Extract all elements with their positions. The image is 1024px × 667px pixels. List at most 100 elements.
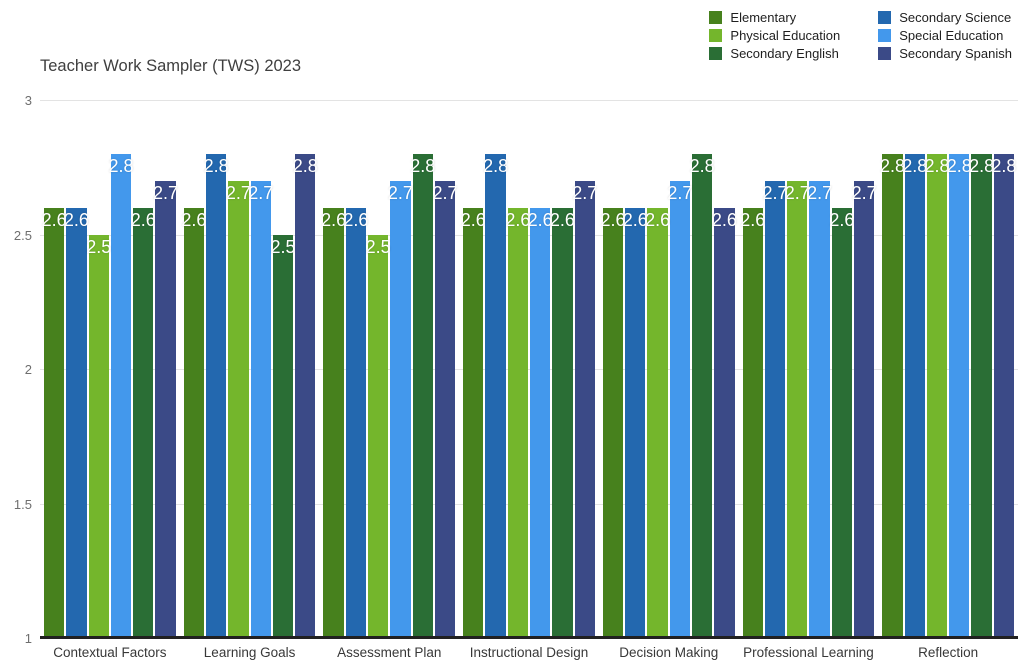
bar-value-label: 2.7 [225,182,251,203]
bar-elementary[interactable]: 2.6 [42,207,67,638]
bar-secondary-english[interactable]: 2.6 [829,207,854,638]
x-axis-labels: Contextual Factors Learning Goals Assessme… [40,645,1018,660]
legend-label: Secondary English [730,46,839,61]
bar-group-learning-goals: 2.6 2.8 2.7 2.7 2.5 2.8 [180,100,320,638]
bar-value-label: 2.7 [153,182,179,203]
y-axis-tick-label: 1 [24,631,32,646]
bar-value-label: 2.6 [600,209,626,230]
legend-label: Secondary Science [899,10,1012,25]
bar-secondary-science[interactable]: 2.6 [343,207,368,638]
bar-secondary-spanish[interactable]: 2.7 [572,180,598,638]
legend-item-secondary-science[interactable]: Secondary Science [878,10,1012,25]
bar-secondary-english[interactable]: 2.8 [690,153,715,638]
legend-label: Physical Education [730,28,841,43]
bar-secondary-science[interactable]: 2.6 [622,207,648,638]
bar-value-label: 2.6 [622,209,648,230]
bar-physical-education[interactable]: 2.6 [645,207,671,638]
bar-physical-education[interactable]: 2.5 [365,234,391,638]
x-axis-category-label: Contextual Factors [53,645,167,660]
legend-swatch-icon [878,29,892,42]
bar-value-label: 2.8 [879,155,905,176]
bar-value-label: 2.5 [365,236,391,257]
bar-secondary-science[interactable]: 2.6 [64,207,89,638]
chart-legend: Elementary Secondary Science Physical Educ… [709,10,1012,61]
plot-area: 2.6 2.6 2.5 2.8 2.6 2.7 2.6 2.8 2.7 2.7 2.5 2.8 2.6 2… [40,100,1018,638]
bar-value-label: 2.8 [924,155,950,176]
bar-elementary[interactable]: 2.6 [321,207,346,638]
bar-physical-education[interactable]: 2.6 [505,207,530,638]
bar-value-label: 2.8 [991,155,1017,176]
bar-special-education[interactable]: 2.6 [527,207,553,638]
bar-special-education[interactable]: 2.8 [108,153,134,638]
bar-value-label: 2.7 [851,182,877,203]
legend-item-secondary-spanish[interactable]: Secondary Spanish [878,46,1012,61]
chart-title: Teacher Work Sampler (TWS) 2023 [40,57,302,75]
y-axis-tick-label: 2.5 [13,227,32,243]
bar-value-label: 2.7 [784,182,810,203]
legend-item-elementary[interactable]: Elementary [709,10,840,25]
bar-secondary-science[interactable]: 2.8 [203,153,229,638]
bar-secondary-english[interactable]: 2.6 [131,207,156,638]
bar-special-education[interactable]: 2.7 [807,180,832,638]
bar-special-education[interactable]: 2.7 [667,180,693,638]
legend-swatch-icon [709,11,723,24]
legend-item-secondary-english[interactable]: Secondary English [709,46,840,61]
bar-value-label: 2.8 [292,155,318,176]
legend-label: Special Education [899,28,1004,43]
bar-secondary-spanish[interactable]: 2.6 [711,207,737,638]
bar-secondary-spanish[interactable]: 2.7 [432,180,458,638]
bar-secondary-spanish[interactable]: 2.7 [153,180,179,638]
bar-physical-education[interactable]: 2.5 [86,234,111,638]
bar-secondary-science[interactable]: 2.7 [762,180,788,638]
legend-swatch-icon [878,47,892,60]
bar-elementary[interactable]: 2.6 [460,207,486,638]
bar-secondary-spanish[interactable]: 2.8 [991,153,1017,638]
bar-physical-education[interactable]: 2.8 [924,153,950,638]
bar-value-label: 2.6 [527,209,553,230]
bar-value-label: 2.8 [203,155,229,176]
bar-secondary-science[interactable]: 2.8 [902,153,928,638]
bar-value-label: 2.8 [969,155,995,176]
x-axis-line [40,636,1018,639]
gridline [40,100,1018,101]
bar-physical-education[interactable]: 2.7 [784,180,810,638]
bars-container: 2.6 2.6 2.5 2.8 2.6 2.7 2.6 2.8 2.7 2.7 2.5 2.8 2.6 2… [40,100,1018,638]
bar-value-label: 2.5 [270,236,296,257]
bar-elementary[interactable]: 2.6 [181,207,206,638]
bar-value-label: 2.7 [248,182,274,203]
bar-secondary-english[interactable]: 2.8 [969,153,995,638]
bar-special-education[interactable]: 2.8 [946,153,972,638]
bar-value-label: 2.8 [902,155,928,176]
bar-value-label: 2.7 [762,182,788,203]
bar-value-label: 2.6 [711,209,737,230]
bar-special-education[interactable]: 2.7 [387,180,413,638]
bar-secondary-science[interactable]: 2.8 [483,153,509,638]
bar-secondary-spanish[interactable]: 2.7 [851,180,877,638]
bar-value-label: 2.6 [460,209,486,230]
bar-value-label: 2.7 [387,182,413,203]
bar-secondary-english[interactable]: 2.5 [270,234,296,638]
bar-elementary[interactable]: 2.6 [740,207,765,638]
gridline [40,503,1018,505]
x-axis-category-label: Reflection [918,645,979,660]
bar-elementary[interactable]: 2.8 [879,153,905,638]
bar-value-label: 2.7 [667,182,693,203]
bar-group-reflection: 2.8 2.8 2.8 2.8 2.8 2.8 [878,100,1018,638]
bar-value-label: 2.8 [946,155,972,176]
bar-elementary[interactable]: 2.6 [600,207,626,638]
bar-secondary-english[interactable]: 2.6 [549,207,575,638]
legend-item-physical-education[interactable]: Physical Education [709,28,840,43]
legend-item-special-education[interactable]: Special Education [878,28,1012,43]
bar-value-label: 2.6 [645,209,671,230]
bar-physical-education[interactable]: 2.7 [225,180,251,638]
bar-special-education[interactable]: 2.7 [248,180,274,638]
bar-secondary-english[interactable]: 2.8 [410,153,435,638]
bar-value-label: 2.8 [483,155,509,176]
bar-value-label: 2.7 [572,182,598,203]
bar-value-label: 2.8 [108,155,134,176]
legend-label: Secondary Spanish [899,46,1012,61]
legend-swatch-icon [709,29,723,42]
bar-secondary-spanish[interactable]: 2.8 [292,153,318,638]
bar-value-label: 2.6 [549,209,575,230]
